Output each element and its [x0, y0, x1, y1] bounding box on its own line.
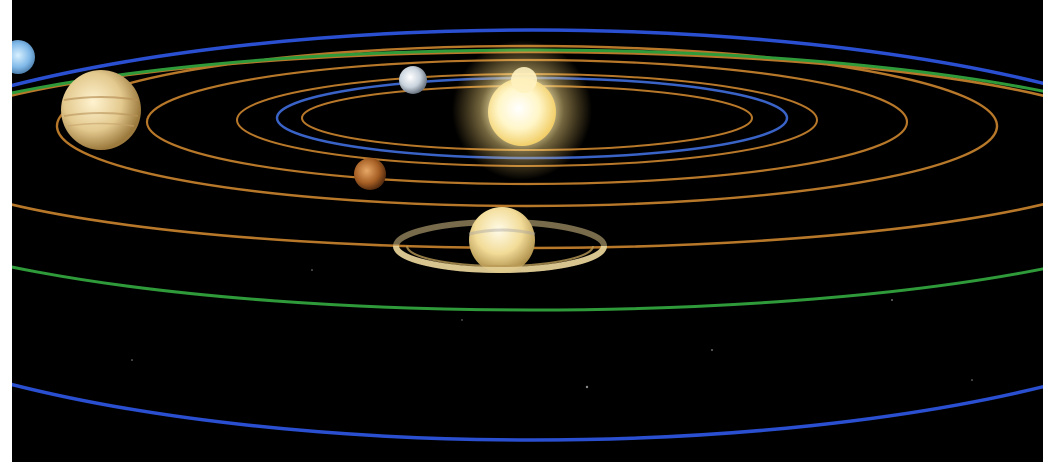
orbit-outer-blue	[12, 28, 1043, 442]
saturn-icon	[393, 207, 607, 273]
solar-system-image	[12, 0, 1043, 462]
star-field	[131, 269, 973, 389]
sun-icon	[452, 40, 592, 180]
mars-icon	[354, 158, 386, 190]
venus-icon	[399, 66, 427, 94]
uranus-icon	[12, 40, 35, 74]
jupiter-icon	[61, 70, 141, 150]
solar-system-svg	[12, 0, 1043, 462]
